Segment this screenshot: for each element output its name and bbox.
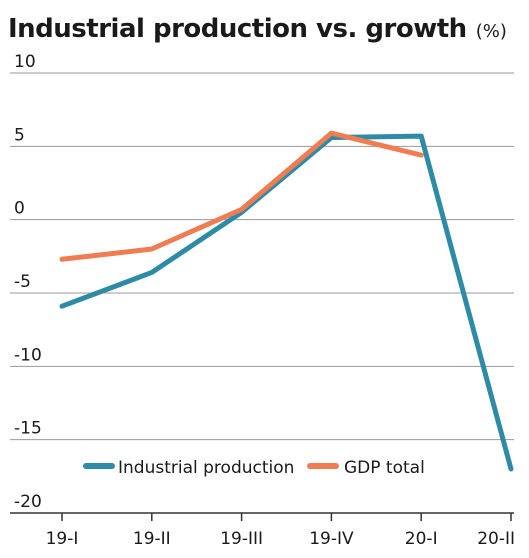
chart-title: Industrial production vs. growth (%) xyxy=(8,14,507,44)
chart-title-text: Industrial production vs. growth xyxy=(8,14,467,44)
series-line-industrial-production xyxy=(59,133,514,472)
chart-unit-label: (%) xyxy=(475,21,507,42)
legend-label: Industrial production xyxy=(118,458,294,478)
y-tick-label: 5 xyxy=(14,125,25,145)
series-line-gdp-total xyxy=(59,130,424,262)
y-tick-label: -5 xyxy=(14,272,31,292)
x-tick-label: 19-III xyxy=(220,529,263,549)
y-tick-label: -10 xyxy=(14,345,42,365)
x-tick-label: 20-I xyxy=(405,529,438,549)
x-tick-label: 19-II xyxy=(133,529,171,549)
x-tick-label: 20-II xyxy=(477,529,515,549)
y-tick-label: -15 xyxy=(14,419,42,439)
legend-label: GDP total xyxy=(344,458,425,478)
y-tick-label: -20 xyxy=(14,492,42,512)
y-tick-label: 0 xyxy=(14,199,25,219)
y-tick-label: 10 xyxy=(14,52,36,72)
x-tick-label: 19-I xyxy=(46,529,79,549)
x-tick-label: 19-IV xyxy=(309,529,354,549)
